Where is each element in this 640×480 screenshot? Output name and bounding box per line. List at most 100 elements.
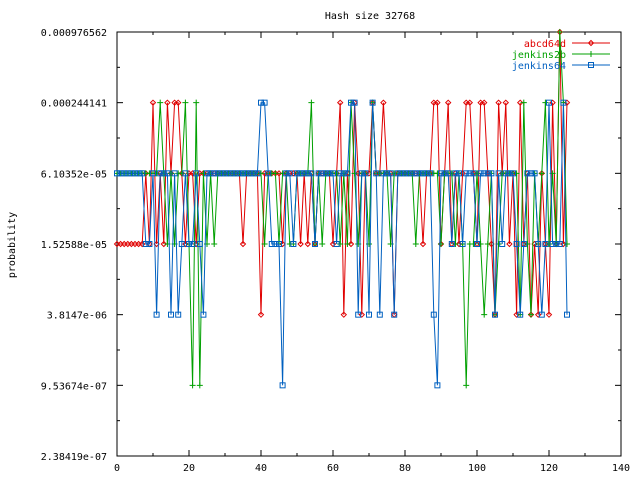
data-point-jenkins64	[261, 99, 268, 106]
data-point-jenkins64	[376, 311, 383, 318]
data-point-jenkins64	[438, 170, 444, 177]
data-point-jenkins64	[142, 241, 149, 247]
y-tick-label: 3.8147e-06	[47, 311, 107, 322]
data-point-jenkins64	[405, 170, 412, 177]
data-point-jenkins2b	[412, 241, 419, 247]
data-point-jenkins64	[340, 170, 347, 177]
data-point-jenkins64	[542, 241, 549, 247]
data-point-abcd64d	[516, 99, 524, 106]
data-point-abcd64d	[380, 99, 387, 106]
data-point-jenkins2b	[463, 382, 470, 389]
data-point-jenkins64	[470, 170, 477, 177]
data-point-abcd64d	[534, 311, 542, 318]
data-point-jenkins64	[535, 241, 542, 247]
data-point-jenkins64	[484, 170, 491, 177]
data-point-jenkins64	[279, 382, 286, 389]
data-point-abcd64d	[480, 99, 488, 106]
data-point-jenkins64	[499, 241, 506, 247]
y-axis-label: probability	[7, 212, 18, 278]
data-point-jenkins64	[531, 170, 538, 177]
data-point-jenkins2b	[178, 170, 185, 177]
data-point-jenkins64	[373, 170, 380, 177]
data-point-jenkins2b	[434, 170, 441, 177]
axes-frame: 0 20 40 60 80 100 120 140 2.38419e-07 9.53674e-07…	[41, 28, 630, 474]
data-point-jenkins64	[250, 170, 257, 177]
data-point-jenkins2b	[308, 99, 315, 106]
data-point-jenkins64	[495, 170, 502, 177]
data-point-jenkins2b	[484, 241, 491, 247]
data-point-jenkins64	[139, 170, 146, 177]
data-point-jenkins64	[315, 170, 322, 177]
data-point-abcd64d	[275, 170, 283, 177]
data-point-jenkins64	[380, 170, 387, 177]
data-point-abcd64d	[466, 99, 474, 106]
data-point-jenkins64	[326, 170, 333, 177]
data-point-jenkins64	[474, 241, 480, 247]
data-point-jenkins2b	[513, 170, 520, 177]
x-tick-label: 100	[468, 463, 486, 474]
data-point-abcd64d	[138, 240, 146, 248]
data-point-jenkins64	[520, 241, 527, 247]
data-point-abcd64d	[459, 170, 466, 177]
data-point-abcd64d	[560, 240, 567, 248]
data-point-jenkins64	[330, 170, 336, 177]
y-tick-label: 0.000976562	[41, 28, 107, 39]
data-point-jenkins2b	[157, 99, 164, 106]
chart-title: Hash size 32768	[325, 11, 415, 22]
data-point-jenkins64	[402, 170, 408, 177]
data-point-abcd64d	[502, 99, 510, 106]
data-point-abcd64d	[189, 170, 196, 177]
data-point-jenkins64	[301, 170, 308, 177]
data-point-abcd64d	[279, 240, 286, 248]
data-point-jenkins64	[420, 170, 426, 177]
data-point-jenkins64	[214, 170, 221, 177]
data-point-abcd64d	[358, 311, 366, 318]
data-point-jenkins64	[114, 170, 120, 177]
data-point-jenkins64	[456, 170, 462, 177]
data-point-jenkins64	[265, 170, 272, 177]
data-point-jenkins2b	[168, 170, 174, 177]
data-point-abcd64d	[149, 99, 157, 106]
data-point-jenkins64	[337, 170, 344, 177]
data-point-jenkins64	[546, 99, 552, 106]
data-point-jenkins64	[355, 311, 362, 318]
data-point-jenkins64	[286, 170, 293, 177]
data-point-abcd64d	[182, 240, 189, 248]
data-point-abcd64d	[329, 240, 337, 248]
data-point-jenkins64	[513, 241, 520, 247]
data-point-jenkins64	[387, 170, 394, 177]
data-point-jenkins64	[254, 170, 261, 177]
data-point-jenkins64	[409, 170, 416, 177]
data-point-jenkins64	[268, 241, 275, 247]
data-point-jenkins64	[502, 170, 509, 177]
data-point-jenkins64	[488, 170, 495, 177]
x-tick-label: 40	[255, 463, 267, 474]
data-point-jenkins64	[412, 170, 419, 177]
data-point-jenkins64	[391, 311, 398, 318]
data-point-abcd64d	[455, 240, 463, 248]
data-point-jenkins64	[222, 170, 228, 177]
data-point-jenkins64	[128, 170, 135, 177]
data-point-abcd64d	[444, 99, 452, 106]
data-point-jenkins64	[333, 241, 340, 247]
data-point-jenkins64	[207, 170, 214, 177]
data-point-abcd64d	[495, 99, 502, 106]
data-point-abcd64d	[257, 311, 265, 318]
data-point-abcd64d	[347, 240, 355, 248]
data-point-jenkins64	[124, 170, 131, 177]
data-point-jenkins64	[492, 311, 498, 318]
data-point-jenkins64	[434, 382, 441, 389]
data-point-jenkins64	[549, 241, 556, 247]
data-point-jenkins64	[146, 241, 153, 247]
y-tick-label: 1.52588e-05	[41, 240, 107, 251]
series-line-jenkins2b	[117, 31, 568, 386]
data-point-jenkins64	[312, 241, 318, 247]
data-point-jenkins64	[319, 170, 326, 177]
x-tick-label: 20	[183, 463, 195, 474]
x-tick-label: 60	[327, 463, 339, 474]
data-point-jenkins64	[283, 170, 290, 177]
data-point-abcd64d	[239, 240, 247, 248]
data-point-jenkins2b	[448, 170, 455, 177]
data-point-abcd64d	[354, 170, 362, 177]
